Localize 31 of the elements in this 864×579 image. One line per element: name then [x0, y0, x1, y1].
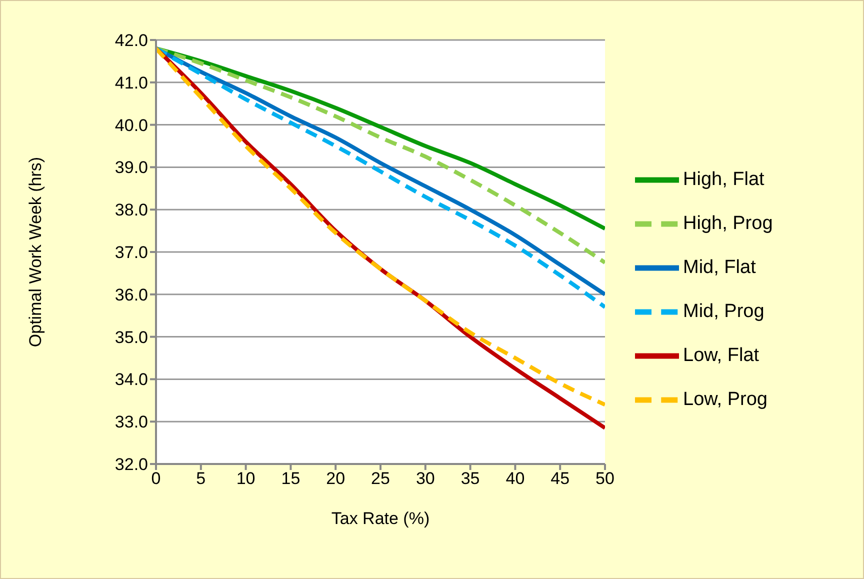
- y-tick-label: 39.0: [114, 158, 148, 178]
- y-axis-title: Optimal Work Week (hrs): [26, 156, 46, 348]
- x-tick-label: 30: [416, 469, 435, 488]
- legend-label: Mid, Prog: [683, 300, 764, 322]
- y-tick-label: 34.0: [114, 370, 148, 390]
- y-tick-label: 41.0: [114, 73, 148, 92]
- line-series: [156, 46, 605, 231]
- y-tick-label: 40.0: [114, 116, 148, 135]
- y-tick-label: 32.0: [114, 455, 148, 474]
- x-tick-label: 25: [371, 469, 390, 488]
- legend-label: Mid, Flat: [683, 256, 756, 278]
- x-tick-label: 40: [506, 469, 525, 488]
- legend-label: Low, Prog: [683, 388, 768, 410]
- x-tick-label: 10: [236, 469, 256, 488]
- legend-label: High, Flat: [683, 168, 764, 190]
- x-tick-label: 5: [196, 469, 206, 488]
- y-tick-label: 42.0: [114, 31, 148, 50]
- x-axis-title: Tax Rate (%): [331, 509, 430, 528]
- x-tick-label: 50: [596, 469, 614, 488]
- x-tick-label: 15: [281, 469, 300, 488]
- y-tick-label: 33.0: [114, 412, 148, 432]
- y-tick-label: 35.0: [114, 328, 148, 347]
- x-tick-label: 0: [151, 469, 161, 488]
- y-tick-label: 37.0: [114, 243, 148, 262]
- x-tick-label: 35: [460, 469, 480, 488]
- y-tick-label: 38.0: [114, 200, 148, 220]
- legend-label: Low, Flat: [683, 344, 760, 366]
- x-tick-label: 20: [326, 469, 346, 488]
- y-tick-label: 36.0: [114, 285, 148, 304]
- legend-label: High, Prog: [683, 212, 773, 234]
- x-tick-label: 45: [550, 469, 570, 488]
